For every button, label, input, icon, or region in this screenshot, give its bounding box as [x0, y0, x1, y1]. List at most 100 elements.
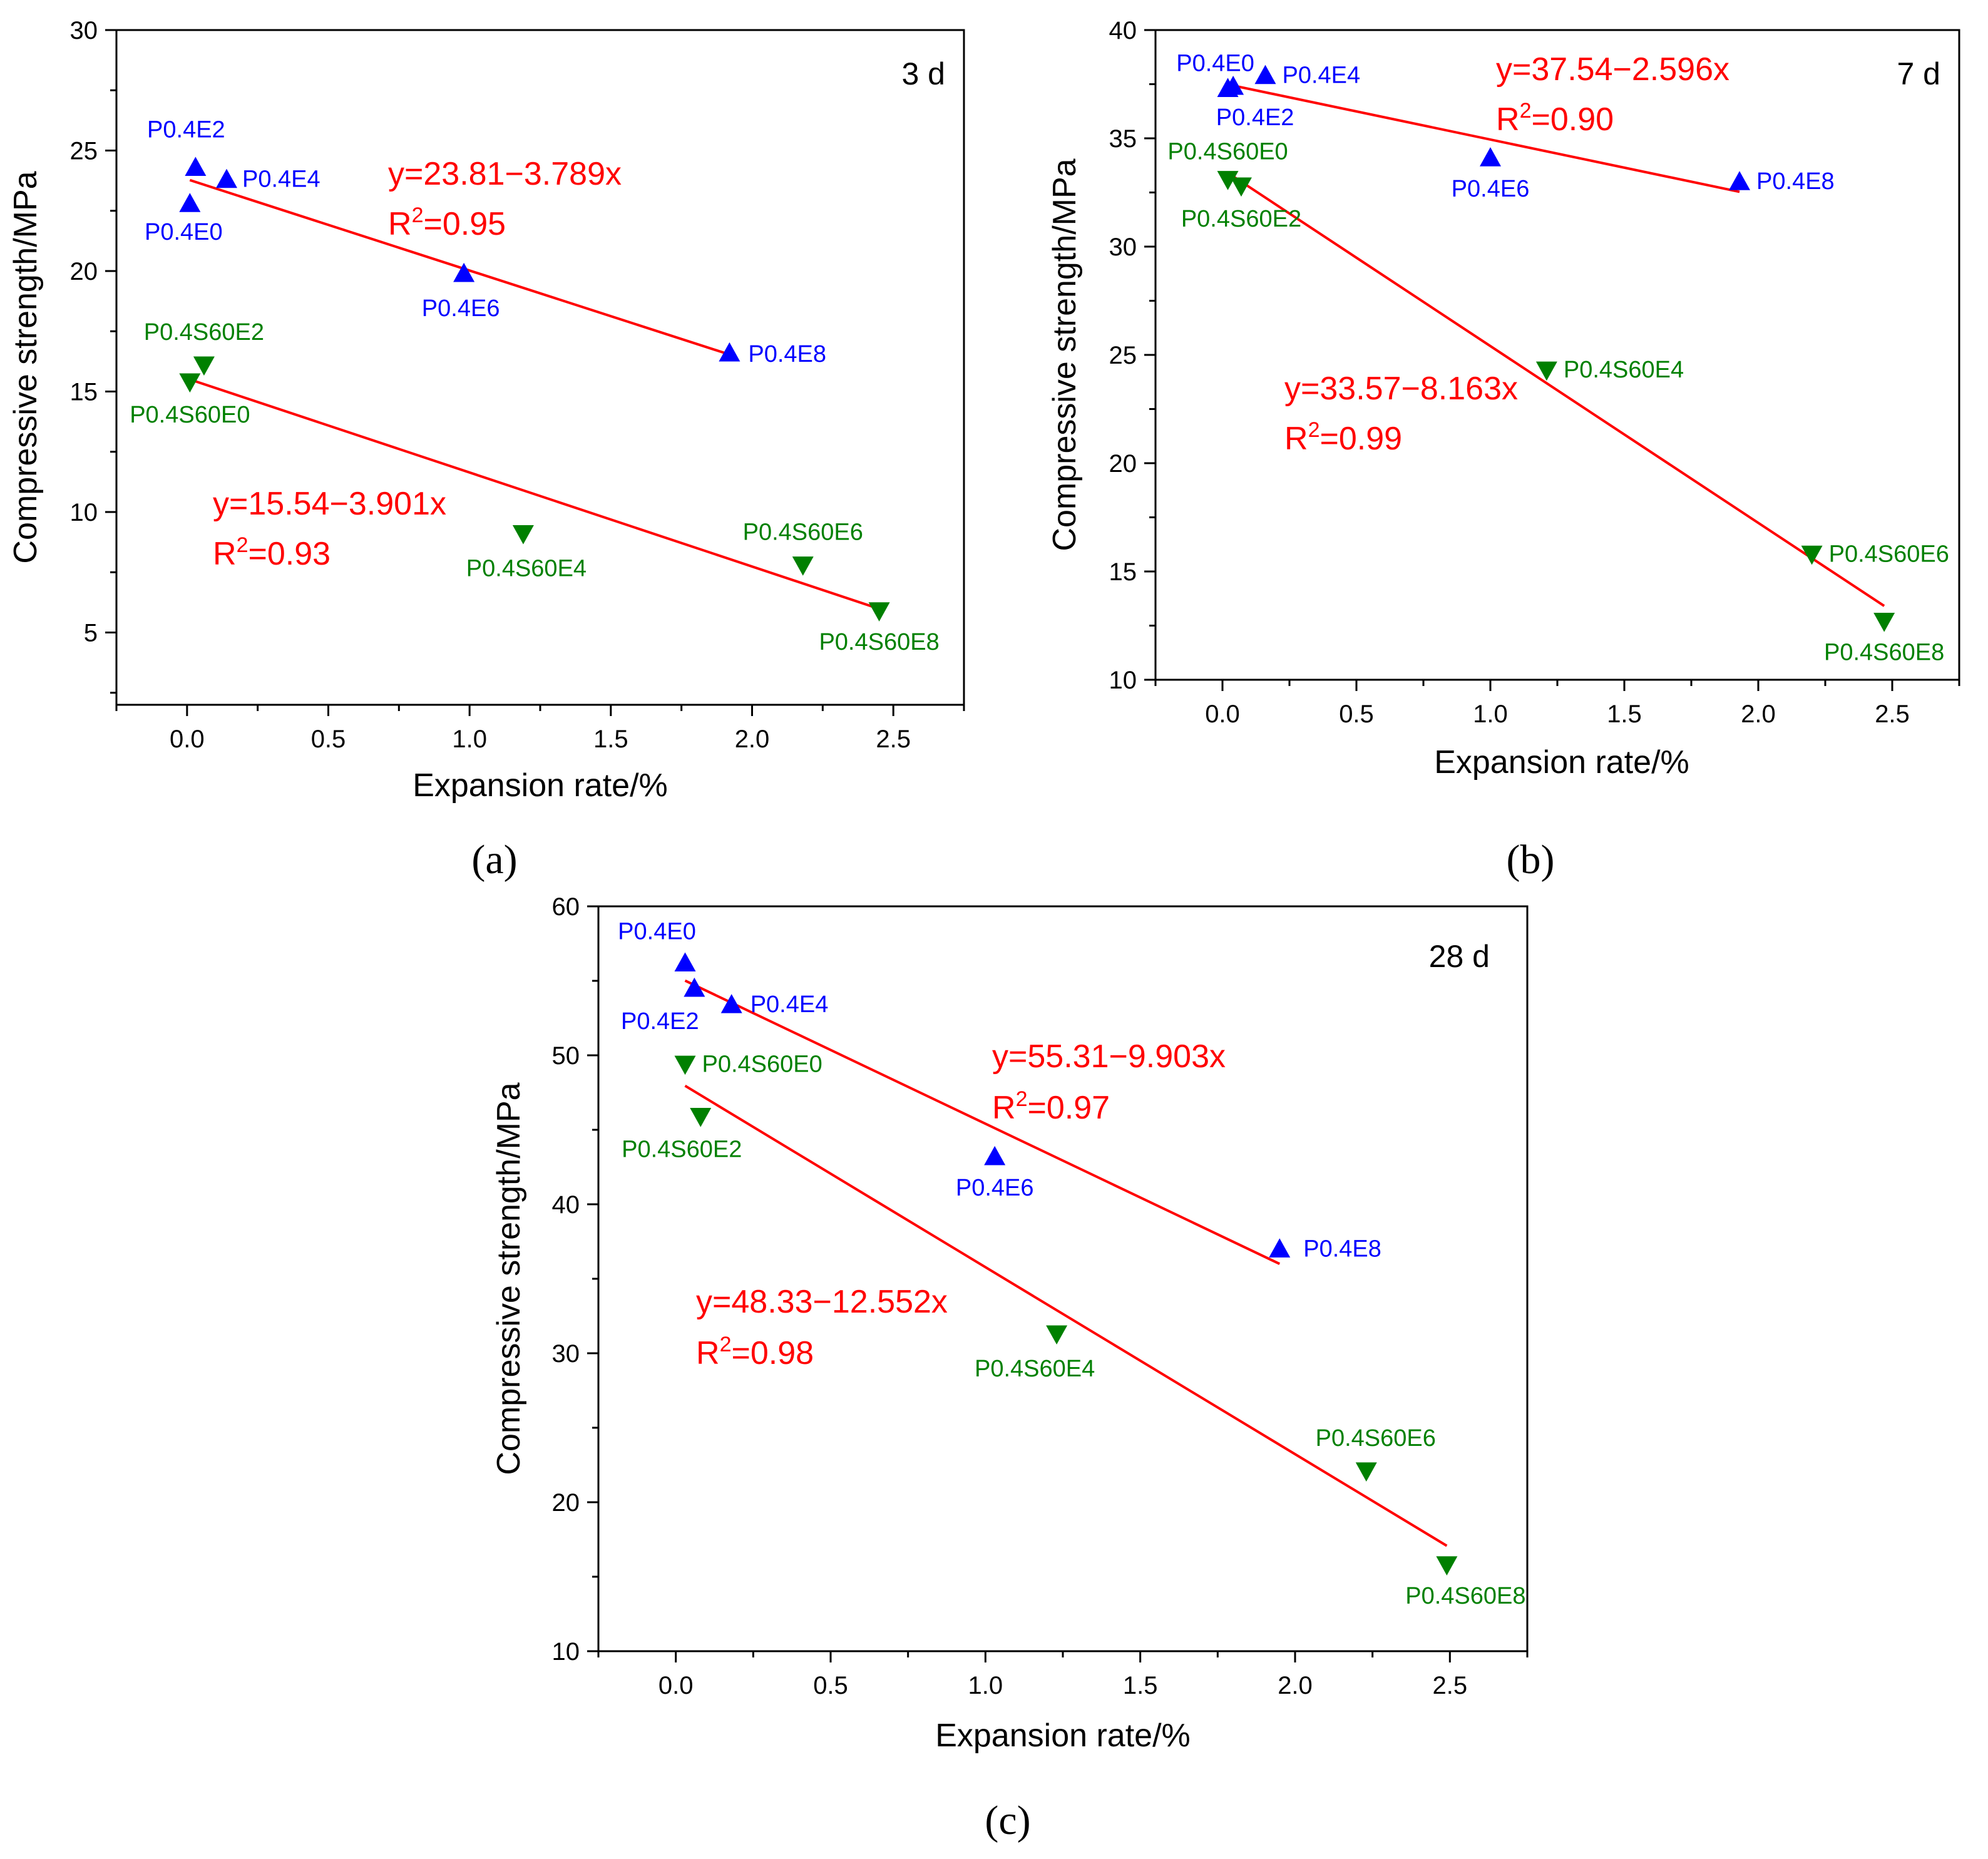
y-tick-label: 10 — [70, 499, 98, 526]
data-point — [1217, 171, 1239, 190]
y-tick-label: 5 — [84, 620, 98, 647]
data-label: P0.4S60E2 — [622, 1137, 742, 1163]
y-tick-label: 25 — [1109, 342, 1137, 369]
y-tick-label: 30 — [1109, 233, 1137, 261]
data-point — [674, 952, 696, 972]
data-point — [720, 994, 742, 1013]
data-point — [719, 342, 740, 362]
data-point — [690, 1107, 712, 1127]
data-point — [1355, 1462, 1377, 1482]
x-tick-label: 2.0 — [1741, 700, 1776, 728]
data-label: P0.4E2 — [147, 116, 225, 143]
data-label: P0.4S60E2 — [144, 319, 264, 346]
y-tick-label: 20 — [552, 1489, 580, 1517]
data-label: P0.4E2 — [1216, 105, 1294, 131]
y-tick-label: 10 — [1109, 667, 1137, 694]
plot-frame — [115, 29, 965, 706]
data-label: P0.4E8 — [748, 341, 826, 367]
x-tick-label: 0.0 — [1205, 700, 1240, 728]
fit-r-squared: R2=0.90 — [1496, 99, 1614, 138]
panel-age-label: 28 d — [1429, 939, 1490, 974]
fit-line — [1227, 172, 1885, 607]
data-label: P0.4S60E8 — [1824, 640, 1944, 666]
data-point — [185, 156, 207, 177]
data-label: P0.4S60E0 — [130, 402, 250, 428]
panel-age-label: 3 d — [901, 56, 945, 91]
data-point — [1801, 545, 1823, 565]
fit-r-squared: R2=0.93 — [213, 533, 330, 572]
data-label: P0.4E0 — [1176, 50, 1254, 76]
x-tick-label: 1.0 — [1473, 700, 1508, 728]
data-point — [684, 977, 705, 997]
y-tick-label: 30 — [70, 17, 98, 44]
data-label: P0.4E2 — [621, 1008, 699, 1035]
data-label: P0.4S60E8 — [1405, 1583, 1525, 1609]
data-point — [1480, 147, 1501, 166]
chart-panel-3: 0.0 0.5 1.0 1.5 2.0 2.5 10 20 30 40 50 60 Expansion … — [491, 893, 1529, 1843]
y-tick-label: 15 — [70, 379, 98, 406]
fit-equation: y=55.31−9.903x — [992, 1038, 1226, 1075]
y-tick-label: 60 — [552, 893, 580, 921]
data-label: P0.4E4 — [242, 166, 320, 193]
x-tick-label: 2.5 — [1433, 1672, 1468, 1699]
data-label: P0.4E0 — [145, 219, 223, 245]
data-label: P0.4S60E4 — [975, 1356, 1095, 1382]
y-axis-title: Compressive strength/MPa — [8, 171, 44, 563]
x-axis-title: Expansion rate/% — [1434, 744, 1689, 781]
data-label: P0.4S60E4 — [1564, 357, 1684, 383]
data-label: P0.4E8 — [1303, 1236, 1381, 1262]
x-tick-label: 1.0 — [968, 1672, 1003, 1699]
data-label: P0.4E6 — [422, 295, 500, 322]
x-tick-label: 0.0 — [170, 725, 205, 753]
data-point — [1046, 1325, 1068, 1345]
data-label: P0.4E0 — [618, 918, 696, 945]
x-axis-title: Expansion rate/% — [935, 1718, 1191, 1754]
fit-equation: y=48.33−12.552x — [696, 1284, 948, 1320]
fit-r-squared: R2=0.97 — [992, 1087, 1110, 1126]
y-tick-label: 35 — [1109, 125, 1137, 153]
data-point — [193, 356, 215, 376]
y-axis-title: Compressive strength/MPa — [1047, 158, 1083, 551]
data-point — [179, 373, 201, 393]
panel-age-label: 7 d — [1897, 56, 1940, 91]
data-label: P0.4E8 — [1756, 168, 1835, 195]
fit-equation: y=33.57−8.163x — [1284, 371, 1518, 407]
fit-r-squared: R2=0.95 — [388, 203, 506, 242]
panel-caption: (a) — [471, 837, 517, 883]
data-point — [868, 602, 890, 622]
data-label: P0.4S60E4 — [466, 556, 587, 582]
y-axis-title: Compressive strength/MPa — [491, 1082, 527, 1475]
data-label: P0.4S60E6 — [743, 520, 863, 546]
data-point — [1436, 1556, 1458, 1575]
data-label: P0.4S60E8 — [819, 629, 939, 655]
data-point — [1254, 64, 1276, 84]
panel-caption: (b) — [1507, 837, 1555, 883]
data-point — [1230, 177, 1252, 197]
data-point — [453, 262, 475, 282]
data-point — [1269, 1238, 1291, 1257]
fit-r-squared: R2=0.99 — [1284, 418, 1402, 457]
data-point — [1729, 171, 1751, 190]
data-label: P0.4E6 — [1452, 176, 1530, 202]
data-point — [792, 556, 814, 576]
data-label: P0.4S60E6 — [1316, 1425, 1436, 1452]
y-tick-label: 40 — [1109, 17, 1137, 44]
y-tick-label: 10 — [552, 1638, 580, 1666]
data-point — [674, 1055, 696, 1075]
data-point — [512, 525, 534, 545]
x-tick-label: 1.0 — [452, 725, 487, 753]
x-axis-title: Expansion rate/% — [412, 767, 668, 804]
data-point — [984, 1145, 1006, 1165]
data-point — [216, 168, 238, 188]
fit-equation: y=15.54−3.901x — [213, 486, 446, 522]
x-tick-label: 0.0 — [658, 1672, 694, 1699]
data-label: P0.4S60E0 — [1167, 139, 1288, 165]
fit-line — [189, 378, 880, 610]
x-tick-label: 2.0 — [1278, 1672, 1313, 1699]
y-tick-label: 30 — [552, 1340, 580, 1368]
data-point — [1873, 612, 1895, 632]
chart-panel-2: 0.0 0.5 1.0 1.5 2.0 2.5 10 15 20 25 30 35 40 Expansio… — [1047, 17, 1960, 883]
fit-r-squared: R2=0.98 — [696, 1333, 814, 1371]
panel-caption: (c) — [985, 1798, 1030, 1843]
